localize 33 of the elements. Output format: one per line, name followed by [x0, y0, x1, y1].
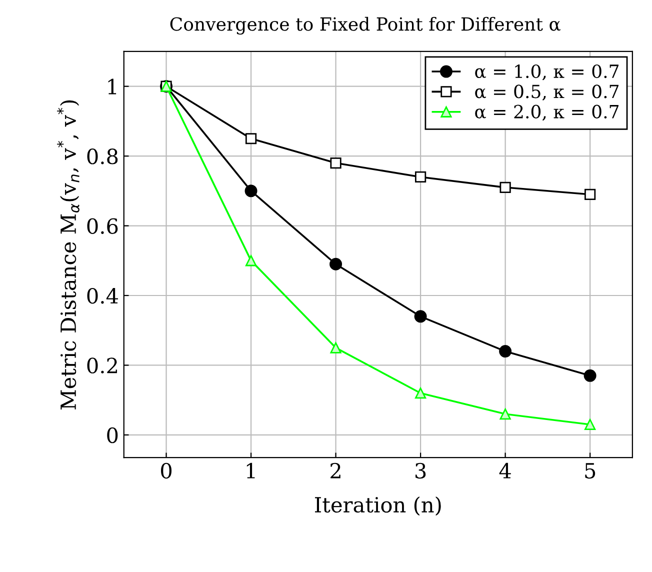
x-tick-label: 2	[330, 462, 340, 478]
point	[330, 342, 342, 354]
point	[500, 408, 511, 420]
chart-title: Convergence to Fixed Point for Different α	[170, 16, 560, 35]
y-tick-label: 0.4	[87, 288, 118, 304]
x-tick-label: 0	[161, 462, 172, 479]
point	[245, 255, 257, 266]
y-tick-label: 0	[107, 427, 118, 444]
point	[244, 184, 258, 198]
y-tick-label: 0.2	[87, 358, 117, 374]
point	[414, 310, 427, 323]
point	[499, 345, 512, 358]
legend-label: α = 2.0, κ = 0.7	[475, 104, 618, 121]
legend-label: α = 1.0, κ = 0.7	[475, 64, 618, 80]
x-axis-title: Iteration (n)	[315, 496, 441, 516]
y-tick-label: 1	[108, 78, 116, 94]
x-tick-label: 4	[499, 462, 511, 478]
point	[330, 258, 342, 270]
x-tick-label: 5	[585, 463, 596, 479]
point	[500, 182, 511, 193]
point	[330, 157, 342, 169]
x-tick-label: 3	[416, 462, 426, 479]
point	[584, 188, 596, 200]
point	[584, 369, 596, 382]
x-tick-label: 1	[246, 462, 255, 478]
point	[414, 171, 426, 183]
point	[584, 418, 596, 430]
y-tick-label: 0.8	[87, 148, 118, 164]
point	[245, 133, 257, 144]
point	[414, 388, 426, 399]
legend-label: α = 0.5, κ = 0.7	[475, 84, 618, 100]
text: Metric Distance M$_{α}$(v$_{n}$, v$^{*}$, v$^{*}$)	[57, 100, 80, 410]
y-tick-label: 0.6	[87, 218, 118, 234]
